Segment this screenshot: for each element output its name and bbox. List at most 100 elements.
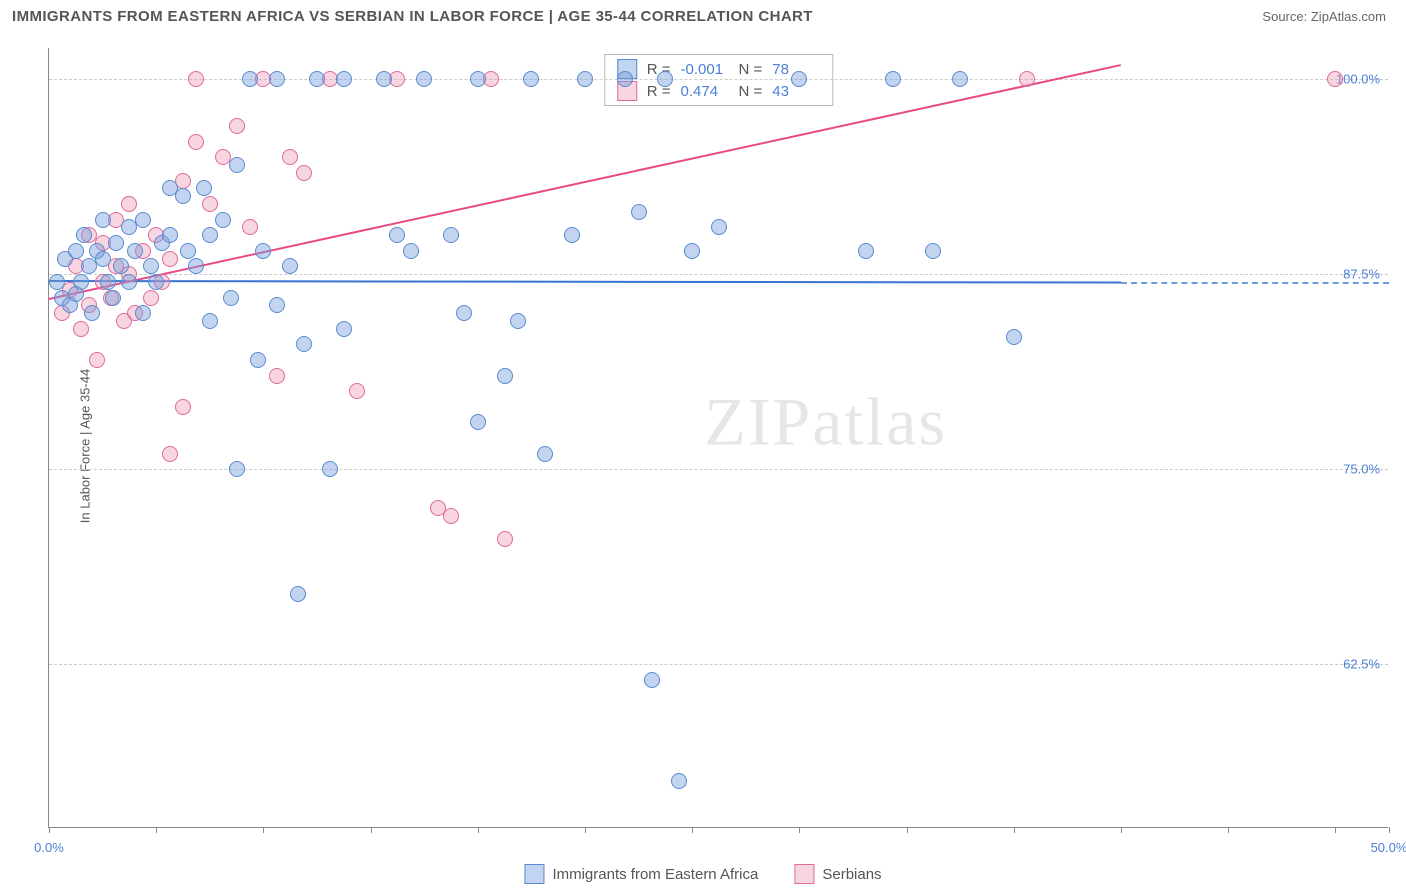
data-point-blue — [95, 212, 111, 228]
data-point-pink — [296, 165, 312, 181]
data-point-pink — [143, 290, 159, 306]
data-point-blue — [108, 235, 124, 251]
data-point-blue — [657, 71, 673, 87]
data-point-blue — [255, 243, 271, 259]
n-label: N = — [739, 83, 763, 100]
data-point-blue — [617, 71, 633, 87]
data-point-blue — [309, 71, 325, 87]
data-point-blue — [135, 212, 151, 228]
data-point-blue — [470, 414, 486, 430]
watermark-atlas: atlas — [812, 383, 947, 459]
data-point-pink — [229, 118, 245, 134]
data-point-blue — [443, 227, 459, 243]
data-point-blue — [229, 461, 245, 477]
data-point-blue — [73, 274, 89, 290]
data-point-blue — [76, 227, 92, 243]
data-point-blue — [631, 204, 647, 220]
data-point-blue — [100, 274, 116, 290]
watermark-zip: ZIP — [704, 383, 812, 459]
data-point-blue — [242, 71, 258, 87]
data-point-blue — [121, 274, 137, 290]
data-point-blue — [296, 336, 312, 352]
data-point-pink — [202, 196, 218, 212]
data-point-blue — [336, 71, 352, 87]
chart-title: IMMIGRANTS FROM EASTERN AFRICA VS SERBIA… — [12, 8, 813, 25]
xtick — [692, 827, 693, 833]
data-point-blue — [175, 188, 191, 204]
data-point-blue — [188, 258, 204, 274]
n-label: N = — [739, 61, 763, 78]
data-point-blue — [282, 258, 298, 274]
r-value-blue: -0.001 — [681, 61, 729, 78]
data-point-blue — [223, 290, 239, 306]
data-point-pink — [175, 399, 191, 415]
legend-swatch-blue-icon — [524, 864, 544, 884]
data-point-blue — [577, 71, 593, 87]
xtick — [371, 827, 372, 833]
data-point-pink — [282, 149, 298, 165]
xtick-label: 50.0% — [1371, 840, 1406, 855]
gridline-h — [49, 469, 1388, 470]
data-point-blue — [215, 212, 231, 228]
data-point-pink — [162, 251, 178, 267]
data-point-blue — [858, 243, 874, 259]
data-point-blue — [925, 243, 941, 259]
data-point-blue — [127, 243, 143, 259]
trend-line-blue — [49, 280, 1121, 284]
ytick-label: 62.5% — [1343, 657, 1380, 672]
data-point-blue — [148, 274, 164, 290]
xtick — [1121, 827, 1122, 833]
r-value-pink: 0.474 — [681, 83, 729, 100]
source-value: ZipAtlas.com — [1311, 9, 1386, 24]
chart-header: IMMIGRANTS FROM EASTERN AFRICA VS SERBIA… — [0, 0, 1406, 31]
data-point-blue — [376, 71, 392, 87]
data-point-blue — [84, 305, 100, 321]
source-label: Source: — [1262, 9, 1307, 24]
xtick — [1335, 827, 1336, 833]
data-point-pink — [497, 531, 513, 547]
data-point-blue — [416, 71, 432, 87]
data-point-blue — [229, 157, 245, 173]
stats-row-pink: R = 0.474 N = 43 — [617, 81, 821, 101]
data-point-blue — [322, 461, 338, 477]
xtick — [1014, 827, 1015, 833]
gridline-h — [49, 664, 1388, 665]
bottom-legend: Immigrants from Eastern Africa Serbians — [524, 864, 881, 884]
xtick — [478, 827, 479, 833]
legend-swatch-pink-icon — [794, 864, 814, 884]
data-point-blue — [952, 71, 968, 87]
data-point-blue — [180, 243, 196, 259]
data-point-pink — [162, 446, 178, 462]
data-point-blue — [105, 290, 121, 306]
legend-item-pink: Serbians — [794, 864, 881, 884]
chart-source: Source: ZipAtlas.com — [1262, 9, 1386, 24]
data-point-blue — [49, 274, 65, 290]
ytick-label: 87.5% — [1343, 267, 1380, 282]
data-point-blue — [510, 313, 526, 329]
stats-row-blue: R = -0.001 N = 78 — [617, 59, 821, 79]
data-point-blue — [644, 672, 660, 688]
data-point-blue — [456, 305, 472, 321]
data-point-blue — [202, 227, 218, 243]
data-point-blue — [497, 368, 513, 384]
data-point-blue — [162, 227, 178, 243]
legend-label-pink: Serbians — [822, 866, 881, 883]
data-point-blue — [791, 71, 807, 87]
data-point-pink — [1019, 71, 1035, 87]
gridline-h — [49, 274, 1388, 275]
data-point-blue — [523, 71, 539, 87]
xtick-label: 0.0% — [34, 840, 64, 855]
trend-dash-blue — [1121, 282, 1389, 284]
data-point-blue — [1006, 329, 1022, 345]
data-point-blue — [537, 446, 553, 462]
legend-label-blue: Immigrants from Eastern Africa — [552, 866, 758, 883]
xtick — [49, 827, 50, 833]
data-point-pink — [443, 508, 459, 524]
data-point-blue — [290, 586, 306, 602]
data-point-blue — [143, 258, 159, 274]
data-point-pink — [89, 352, 105, 368]
data-point-blue — [269, 297, 285, 313]
data-point-blue — [711, 219, 727, 235]
xtick — [156, 827, 157, 833]
data-point-pink — [188, 71, 204, 87]
